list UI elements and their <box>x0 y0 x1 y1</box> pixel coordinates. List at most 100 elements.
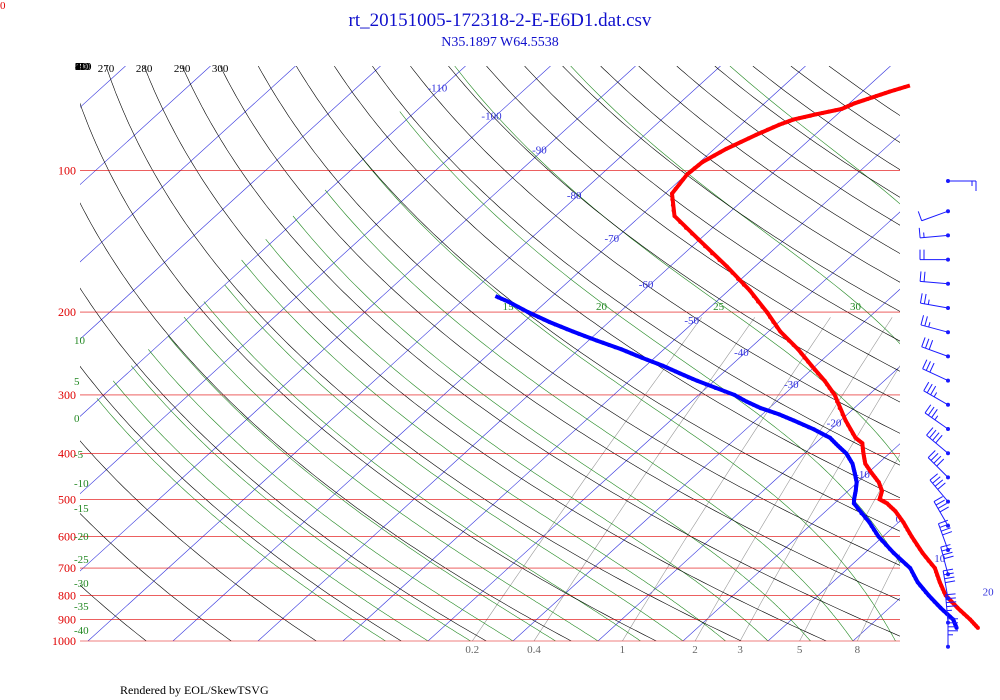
isotherm-line <box>427 211 900 641</box>
wind-barb-shaft <box>922 368 949 382</box>
temperature-point <box>920 551 925 555</box>
pressure-label: 1000 <box>52 634 76 648</box>
mixing-ratio-label: 0.2 <box>465 644 479 656</box>
temperature-point <box>688 169 693 174</box>
dewpoint-point <box>650 359 655 364</box>
theta-label: 280 <box>136 63 153 75</box>
dewpoint-point <box>876 534 881 539</box>
temperature-point <box>897 86 902 91</box>
moist-label-top: 25 <box>713 301 725 313</box>
temperature-point <box>703 244 708 249</box>
isotherm-line <box>80 66 296 263</box>
pressure-label: 500 <box>58 492 76 506</box>
dewpoint-point <box>511 302 515 307</box>
moist-adiabat-line <box>324 189 854 641</box>
corner-label: 0 <box>0 0 6 12</box>
dewpoint-point <box>735 394 740 399</box>
temperature-point <box>840 412 845 417</box>
temperature-point <box>903 524 908 529</box>
temperature-point <box>848 427 853 432</box>
dewpoint-point <box>665 365 670 370</box>
temperature-point <box>819 375 824 380</box>
wind-barb-flag <box>930 385 937 396</box>
temperature-point <box>874 94 879 98</box>
dewpoint-point <box>788 417 793 421</box>
moist-label-left: 10 <box>74 335 86 347</box>
moist-label-left: -20 <box>74 531 89 543</box>
dewpoint-point <box>772 410 777 415</box>
wind-barb-flag <box>927 450 936 458</box>
dewpoint-point <box>499 296 504 301</box>
dewpoint-point <box>863 515 868 520</box>
temperature-point <box>833 108 838 113</box>
temperature-point <box>696 237 701 242</box>
dewpoint-point <box>639 355 644 360</box>
dewpoint-point <box>869 524 874 529</box>
dewpoint-point <box>777 412 782 417</box>
wind-barb-flag <box>937 503 947 509</box>
wind-barb-flag <box>932 476 941 484</box>
temperature-point <box>892 88 897 93</box>
wind-barb-flag <box>933 392 938 398</box>
dewpoint-point <box>588 336 593 341</box>
dewpoint-point <box>624 349 629 354</box>
temperature-point <box>759 130 764 135</box>
wind-barb-flag <box>942 551 953 556</box>
dry-adiabat-line <box>80 440 317 641</box>
dewpoint-point <box>660 363 665 368</box>
wind-barb-flag <box>937 482 946 490</box>
moist-adiabat-line <box>112 380 429 641</box>
temperature-point <box>774 324 779 329</box>
temperature-point <box>700 160 705 165</box>
dewpoint-point <box>819 431 824 436</box>
wind-barb-flag <box>938 519 948 525</box>
dewpoint-point <box>686 375 691 380</box>
temperature-point <box>778 329 783 334</box>
dry-adiabat-line <box>80 287 487 641</box>
dewpoint-point <box>723 389 727 394</box>
temperature-point <box>856 99 861 104</box>
dewpoint-point <box>713 386 718 390</box>
mixing-ratio-label: 8 <box>855 644 861 656</box>
dewpoint-point <box>915 580 920 585</box>
isotherm-line <box>80 66 636 572</box>
temperature-point <box>849 102 854 107</box>
isotherm-label: -110 <box>427 83 447 95</box>
temperature-point <box>685 172 690 177</box>
dewpoint-point <box>744 399 749 404</box>
wind-barb-flag <box>922 359 928 369</box>
moist-adiabat-line <box>265 239 769 641</box>
moist-adiabat-line <box>241 259 726 641</box>
dewpoint-point <box>496 295 501 300</box>
temperature-point <box>835 399 840 404</box>
dewpoint-point <box>748 401 753 406</box>
dewpoint-point <box>913 576 918 581</box>
temperature-point <box>809 363 814 368</box>
dry-adiabat-lines <box>80 66 900 641</box>
temperature-point <box>760 304 765 309</box>
temperature-point <box>724 264 729 269</box>
wind-barb-flag <box>946 605 957 608</box>
wind-barb-flag <box>926 383 933 394</box>
pressure-label: 700 <box>58 561 76 575</box>
isotherm-label: -10 <box>855 469 870 481</box>
temperature-point <box>797 116 801 121</box>
temperature-point <box>832 392 837 397</box>
temperature-point <box>822 378 827 383</box>
dewpoint-point <box>669 367 674 372</box>
temperature-point <box>826 109 831 114</box>
temperature-point <box>852 101 857 106</box>
wind-barb-shaft <box>921 346 949 357</box>
temperature-point <box>741 282 746 287</box>
pressure-label: 100 <box>58 163 76 177</box>
temperature-point <box>932 566 937 571</box>
temperature-point <box>926 558 931 563</box>
temperature-point <box>912 538 917 543</box>
temperature-point <box>827 386 832 390</box>
temperature-point <box>825 382 830 387</box>
dewpoint-point <box>908 566 913 571</box>
moist-adiabat-line <box>454 66 900 463</box>
dewpoint-point <box>880 538 885 543</box>
pressure-label: 800 <box>58 588 76 602</box>
dry-adiabat-line <box>80 202 572 641</box>
